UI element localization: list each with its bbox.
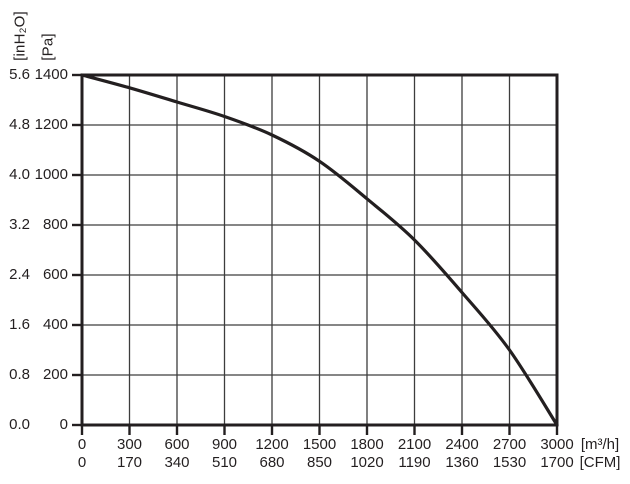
x-tick-m3h: 2700 <box>492 436 527 453</box>
y-tick-row: 0.0 0 <box>0 416 68 434</box>
x-tick-m3h: 2100 <box>397 436 432 453</box>
y-tick-inh2o: 5.6 <box>9 66 30 83</box>
y-tick-row: 1.6 400 <box>0 316 68 334</box>
y-tick-pa: 0 <box>59 416 68 433</box>
x-tick-m3h: 0 <box>77 436 87 453</box>
y-tick-row: 3.2 800 <box>0 216 68 234</box>
y-tick-pa: 800 <box>42 216 68 233</box>
x-tick-cfm: 1190 <box>398 454 431 471</box>
x-tick-cfm: 1530 <box>492 454 527 471</box>
x-tick-cfm: 1700 <box>540 454 574 471</box>
x-tick-m3h: 3000 <box>540 436 574 453</box>
y-tick-row: 0.8 200 <box>0 366 68 384</box>
y-axis-unit-pa: [Pa] <box>39 33 57 61</box>
x-tick-cfm: 340 <box>164 454 190 471</box>
y-tick-pa: 1400 <box>34 66 68 83</box>
plot-border <box>80 73 559 427</box>
y-tick-pa: 1200 <box>34 116 68 133</box>
x-tick-m3h: 1200 <box>255 436 289 453</box>
y-axis-unit-inh2o: [inH₂O] <box>11 11 29 61</box>
x-tick-cfm: 1020 <box>350 454 384 471</box>
x-tick-m3h: 900 <box>211 436 238 453</box>
y-tick-inh2o: 3.2 <box>9 216 30 233</box>
y-tick-pa: 1000 <box>34 166 68 183</box>
y-tick-inh2o: 4.0 <box>9 166 30 183</box>
x-tick-cfm: 0 <box>77 454 87 471</box>
x-tick-cfm: 680 <box>259 454 285 471</box>
y-tick-row: 5.6 1400 <box>0 66 68 84</box>
x-tick-m3h: 2400 <box>445 436 479 453</box>
x-tick-cfm: 850 <box>306 454 333 471</box>
x-tick-cfm: 1360 <box>445 454 479 471</box>
y-tick-row: 4.0 1000 <box>0 166 68 184</box>
x-tick-m3h: 600 <box>164 436 190 453</box>
y-tick-pa: 400 <box>42 316 68 333</box>
y-tick-inh2o: 0.0 <box>9 416 30 433</box>
y-tick-pa: 600 <box>42 266 68 283</box>
x-axis-unit-cfm: [CFM] <box>579 454 621 471</box>
x-tick-m3h: 1800 <box>350 436 384 453</box>
y-tick-inh2o: 1.6 <box>9 316 30 333</box>
y-tick-row: 4.8 1200 <box>0 116 68 134</box>
x-tick-m3h: 300 <box>116 436 143 453</box>
x-tick-cfm: 170 <box>116 454 143 471</box>
x-tick-m3h: 1500 <box>302 436 337 453</box>
x-axis-unit-m3h: [m³/h] <box>580 436 620 453</box>
y-tick-pa: 200 <box>42 366 68 383</box>
x-tick-cfm: 510 <box>211 454 238 471</box>
y-tick-inh2o: 2.4 <box>9 266 30 283</box>
y-tick-inh2o: 0.8 <box>9 366 30 383</box>
y-tick-inh2o: 4.8 <box>9 116 30 133</box>
fan-performance-curve <box>80 73 559 427</box>
y-tick-row: 2.4 600 <box>0 266 68 284</box>
